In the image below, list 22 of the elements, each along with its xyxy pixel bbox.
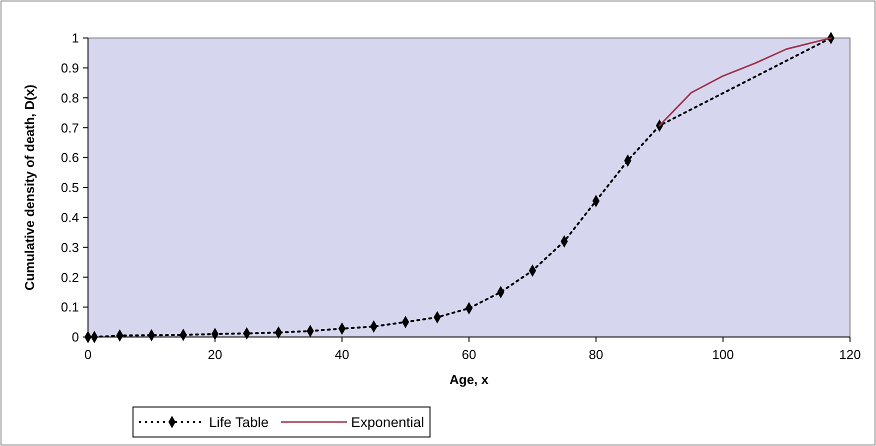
x-tick-label: 100 — [712, 347, 734, 362]
x-tick-label: 60 — [462, 347, 476, 362]
y-axis-title: Cumulative density of death, D(x) — [22, 84, 37, 290]
y-tick-label: 0.6 — [60, 150, 79, 166]
y-tick-label: 0.8 — [60, 90, 79, 106]
x-axis-title: Age, x — [449, 372, 490, 387]
y-tick-label: 0.1 — [60, 300, 79, 315]
legend-label: Life Table — [209, 414, 269, 430]
x-tick-label: 0 — [84, 347, 92, 362]
x-tick-label: 80 — [588, 347, 604, 362]
x-tick-label: 20 — [208, 347, 222, 362]
x-tick-label: 120 — [839, 347, 861, 362]
y-tick-label: 0 — [72, 330, 79, 345]
y-tick-label: 0.5 — [60, 180, 79, 196]
x-tick-label: 40 — [334, 347, 350, 362]
y-tick-label: 0.3 — [60, 240, 79, 255]
y-tick-label: 0.2 — [60, 270, 79, 285]
y-tick-label: 0.7 — [60, 120, 79, 136]
legend-label: Exponential — [351, 414, 424, 430]
y-tick-label: 0.9 — [60, 60, 79, 76]
y-tick-label: 1 — [72, 30, 79, 46]
y-tick-label: 0.4 — [60, 210, 79, 225]
